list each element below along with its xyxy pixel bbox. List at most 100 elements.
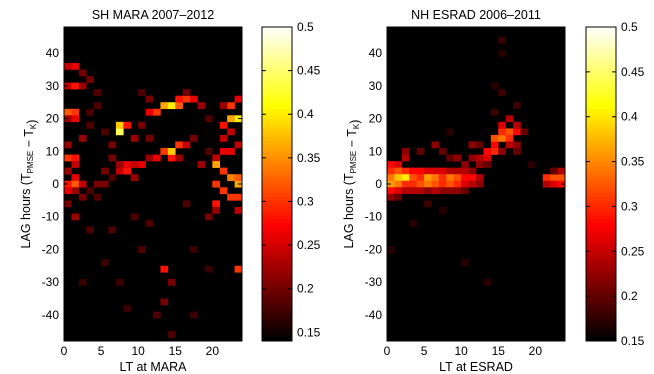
- heatmap-cell: [86, 187, 94, 195]
- heatmap-cell: [550, 174, 558, 182]
- heatmap-cell: [101, 180, 109, 188]
- colorbar-band: [262, 306, 292, 311]
- colorbar-band: [262, 262, 292, 267]
- colorbar-tick-label: 0.4: [621, 110, 638, 124]
- heatmap-cell: [431, 167, 440, 175]
- heatmap-cell: [513, 148, 521, 155]
- heatmap-cell: [234, 193, 243, 201]
- heatmap-cell: [197, 161, 206, 168]
- colorbar-band: [262, 130, 292, 135]
- colorbar-tick-label: 0.2: [297, 282, 314, 296]
- colorbar-band: [586, 42, 616, 47]
- colorbar-band: [262, 275, 292, 279]
- chart-title: SH MARA 2007–2012: [92, 8, 214, 22]
- colorbar-band: [262, 325, 292, 329]
- heatmap-cell: [78, 180, 87, 188]
- heatmap-cell: [197, 102, 206, 110]
- colorbar-band: [586, 215, 616, 220]
- colorbar-band: [262, 205, 292, 210]
- colorbar-band: [262, 33, 292, 37]
- heatmap-cell: [71, 154, 80, 162]
- colorbar-tick-label: 0.15: [621, 334, 645, 348]
- colorbar-band: [262, 246, 292, 251]
- colorbar-band: [586, 262, 616, 267]
- colorbar-band: [586, 105, 616, 110]
- heatmap-cell: [424, 200, 432, 208]
- colorbar-band: [586, 162, 616, 166]
- heatmap-cell: [64, 154, 72, 162]
- heatmap-cell: [108, 226, 117, 234]
- colorbar-band: [586, 92, 616, 97]
- heatmap-cell: [93, 102, 102, 110]
- heatmap-cell: [227, 193, 235, 201]
- heatmap-cell: [461, 167, 469, 175]
- heatmap-cell: [123, 305, 132, 312]
- colorbar-tick-label: 0.35: [621, 155, 645, 169]
- heatmap-cell: [153, 108, 161, 116]
- heatmap-cell: [175, 141, 183, 149]
- colorbar-band: [262, 99, 292, 103]
- heatmap-cell: [160, 102, 169, 110]
- heatmap-cell: [416, 167, 425, 175]
- colorbar-band: [262, 309, 292, 314]
- colorbar-band: [586, 27, 616, 31]
- colorbar-band: [586, 45, 616, 50]
- heatmap-cell: [394, 193, 403, 201]
- heatmap-cell: [138, 89, 146, 96]
- heatmap-cell: [64, 187, 72, 195]
- heatmap-cell: [446, 154, 455, 162]
- colorbar-band: [262, 196, 292, 201]
- heatmap-cell: [409, 187, 417, 195]
- colorbar-band: [262, 114, 292, 119]
- heatmap-cell: [115, 121, 124, 129]
- y-tick-label: 20: [369, 112, 383, 126]
- colorbar-band: [262, 39, 292, 44]
- colorbar-band: [586, 58, 616, 63]
- colorbar-band: [262, 190, 292, 194]
- colorbar-band: [262, 290, 292, 295]
- y-axis-label: LAG hours (TPMSE − TK): [342, 120, 362, 249]
- heatmap-cell: [461, 187, 469, 195]
- colorbar-band: [586, 190, 616, 194]
- colorbar-band: [262, 218, 292, 223]
- heatmap-cell: [64, 108, 72, 116]
- colorbar-band: [262, 331, 292, 336]
- heatmap-cell: [167, 154, 176, 162]
- y-axis-label: LAG hours (TPMSE − TK): [19, 120, 39, 249]
- colorbar-band: [586, 337, 616, 342]
- colorbar-band: [586, 67, 616, 72]
- colorbar-band: [586, 240, 616, 245]
- colorbar-band: [586, 102, 616, 106]
- heatmap-cell: [431, 174, 440, 182]
- colorbar-tick-label: 0.45: [621, 65, 645, 79]
- heatmap-cell: [234, 174, 243, 182]
- colorbar-band: [262, 300, 292, 304]
- heatmap-cell: [483, 278, 492, 286]
- heatmap-cell: [490, 82, 499, 90]
- heatmap-cell: [101, 259, 109, 267]
- colorbar-band: [586, 271, 616, 276]
- colorbar-band: [586, 246, 616, 251]
- heatmap-cell: [167, 148, 176, 155]
- heatmap-cell: [550, 167, 558, 175]
- colorbar-band: [586, 221, 616, 226]
- colorbar-band: [586, 187, 616, 191]
- heatmap-cell: [468, 174, 477, 182]
- heatmap-cell: [431, 187, 440, 195]
- colorbar-band: [586, 61, 616, 66]
- x-axis-label: LT at MARA: [120, 360, 188, 374]
- heatmap-cell: [64, 141, 72, 149]
- heatmap-cell: [416, 187, 425, 195]
- colorbar-band: [586, 108, 616, 113]
- heatmap-cell: [101, 167, 109, 175]
- colorbar-band: [586, 55, 616, 59]
- x-tick-label: 15: [492, 344, 506, 358]
- y-tick-label: -20: [42, 242, 60, 256]
- colorbar-band: [586, 334, 616, 339]
- x-tick-label: 0: [61, 344, 68, 358]
- colorbar-band: [586, 234, 616, 238]
- colorbar-band: [586, 290, 616, 295]
- heatmap-cell: [71, 62, 80, 70]
- colorbar-band: [262, 146, 292, 150]
- heatmap-cell: [78, 82, 87, 90]
